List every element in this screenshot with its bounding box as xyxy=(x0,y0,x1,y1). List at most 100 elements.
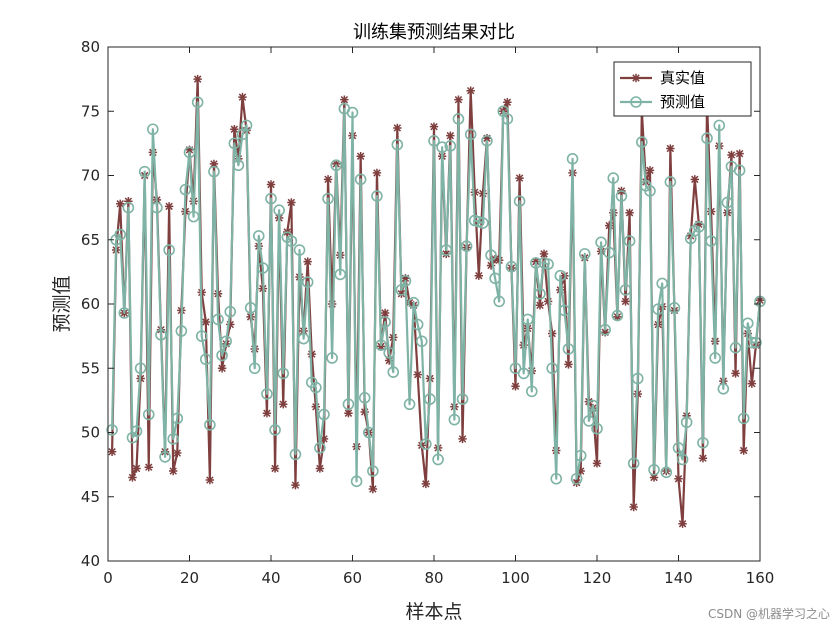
data-point xyxy=(323,175,333,184)
data-point xyxy=(554,269,567,282)
data-point xyxy=(379,316,391,328)
data-point xyxy=(648,463,660,476)
data-point xyxy=(534,287,546,300)
data-point xyxy=(747,379,757,388)
data-point xyxy=(397,289,406,298)
legend-label: 预测值 xyxy=(660,93,705,111)
data-point xyxy=(200,353,212,366)
data-point xyxy=(262,409,272,418)
data-point xyxy=(122,201,135,214)
x-tick-label: 140 xyxy=(664,569,693,587)
x-tick-label: 60 xyxy=(343,569,362,587)
x-tick-label: 80 xyxy=(424,569,443,587)
data-point xyxy=(717,383,730,395)
data-point xyxy=(124,197,133,206)
data-point xyxy=(173,448,182,458)
data-point xyxy=(118,307,131,319)
data-point xyxy=(735,149,744,158)
data-point xyxy=(706,207,716,216)
data-point xyxy=(452,113,465,125)
data-point xyxy=(372,168,382,178)
data-point xyxy=(421,479,431,489)
data-point xyxy=(205,475,215,485)
data-point xyxy=(511,382,520,391)
data-point xyxy=(607,172,620,184)
data-point xyxy=(493,295,506,308)
data-point xyxy=(183,146,196,159)
data-point xyxy=(362,426,375,439)
data-point xyxy=(266,180,276,189)
data-point xyxy=(285,235,298,247)
data-point xyxy=(405,298,414,307)
data-point xyxy=(326,352,338,364)
data-point xyxy=(273,204,285,216)
data-point xyxy=(428,135,440,147)
data-point xyxy=(478,189,488,198)
data-point xyxy=(193,74,202,84)
data-point xyxy=(319,434,329,444)
data-point xyxy=(591,422,603,435)
data-point xyxy=(666,144,675,153)
data-point xyxy=(515,173,524,183)
data-point xyxy=(440,244,453,256)
data-point xyxy=(566,152,579,165)
data-point xyxy=(621,297,630,306)
data-point xyxy=(674,474,683,483)
data-point xyxy=(739,446,748,455)
data-point xyxy=(346,106,359,119)
data-point xyxy=(623,235,636,247)
data-point xyxy=(531,257,541,266)
data-point xyxy=(644,185,656,197)
data-point xyxy=(501,113,514,125)
data-point xyxy=(509,362,522,375)
data-point xyxy=(128,473,137,482)
data-point xyxy=(393,123,402,133)
x-tick-label: 160 xyxy=(746,569,775,587)
chart-title: 训练集预测结果对比 xyxy=(353,22,515,43)
data-point xyxy=(252,230,265,242)
data-point xyxy=(652,303,664,315)
data-point xyxy=(257,262,269,274)
data-point xyxy=(668,302,681,314)
data-point xyxy=(564,360,573,369)
data-point xyxy=(310,381,322,394)
data-point xyxy=(615,190,628,202)
data-point xyxy=(144,462,153,472)
data-point xyxy=(547,329,557,338)
data-point xyxy=(244,302,257,314)
data-point xyxy=(293,244,306,256)
x-tick-label: 0 xyxy=(103,569,113,587)
data-point xyxy=(277,367,290,380)
data-point xyxy=(269,424,281,436)
data-point xyxy=(530,257,542,269)
data-point xyxy=(403,398,416,411)
y-tick-label: 60 xyxy=(81,295,100,313)
data-point xyxy=(513,195,526,207)
data-point xyxy=(454,95,463,104)
data-point xyxy=(656,277,669,290)
data-point xyxy=(291,480,300,490)
data-point xyxy=(420,438,432,450)
data-point xyxy=(733,164,746,177)
data-point xyxy=(737,412,750,425)
data-point xyxy=(505,260,518,273)
data-point xyxy=(169,466,178,476)
legend-marker xyxy=(630,96,642,108)
data-point xyxy=(625,208,634,217)
data-point xyxy=(164,202,174,211)
data-point xyxy=(163,244,175,256)
data-point xyxy=(204,418,216,431)
data-point xyxy=(694,220,704,229)
data-point xyxy=(678,519,687,528)
data-point xyxy=(356,152,365,161)
watermark: CSDN @机器学习之心 xyxy=(708,606,830,621)
data-point xyxy=(314,442,326,454)
data-point xyxy=(240,119,253,132)
data-point xyxy=(645,166,655,175)
data-point xyxy=(592,459,602,468)
data-point xyxy=(399,275,412,287)
data-point xyxy=(387,366,400,378)
data-point xyxy=(627,457,640,470)
data-point xyxy=(701,132,713,145)
